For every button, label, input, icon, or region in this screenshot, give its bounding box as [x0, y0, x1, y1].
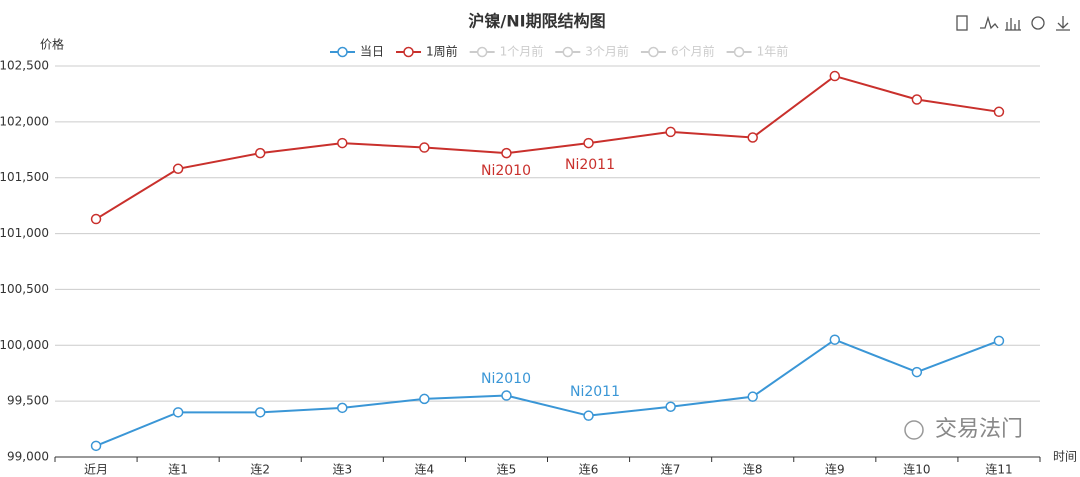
save-button[interactable]	[1056, 16, 1070, 31]
annotation: Ni2010	[481, 163, 531, 179]
data-point	[90, 213, 102, 225]
legend-label: 1周前	[426, 44, 458, 59]
series-line	[95, 338, 1000, 447]
legend-marker	[337, 46, 348, 58]
annotation: Ni2011	[565, 157, 615, 173]
toolbox	[956, 15, 1070, 31]
x-tick-label: 连1	[168, 462, 188, 477]
data-point	[419, 393, 430, 405]
x-tick-label: 连10	[903, 462, 930, 477]
y-tick-label: 102,500	[0, 59, 49, 73]
legend-item[interactable]: 1年前	[726, 44, 789, 59]
legend-marker	[476, 46, 488, 58]
line-chart-button[interactable]	[980, 15, 999, 30]
data-point	[829, 70, 841, 82]
data-point	[911, 366, 923, 378]
legend-item[interactable]: 1个月前	[469, 44, 544, 59]
y-tick-label: 102,000	[0, 114, 49, 128]
legend-item[interactable]: 1周前	[396, 44, 458, 59]
x-tick-label: 连7	[661, 462, 681, 477]
legend-marker	[403, 46, 414, 58]
chart-title: 沪镍/NI期限结构图	[468, 12, 605, 31]
watermark: 交易法门	[935, 417, 1023, 442]
data-view-button[interactable]	[956, 15, 968, 31]
y-tick-label: 99,000	[7, 450, 49, 464]
data-point	[337, 137, 348, 149]
legend-marker	[733, 46, 745, 58]
y-tick-label: 101,500	[0, 170, 49, 184]
data-point	[911, 94, 923, 105]
series-line	[95, 74, 1000, 220]
x-tick-label: 连11	[985, 462, 1012, 477]
x-tick-label: 连2	[250, 462, 270, 477]
x-tick-label: 连3	[332, 462, 352, 477]
watermark-logo: 交易法门	[904, 417, 1023, 442]
y-tick-label: 100,000	[0, 338, 49, 352]
x-tick-label: 连9	[825, 462, 845, 477]
restore-button[interactable]	[1031, 16, 1045, 30]
data-point	[993, 335, 1005, 347]
data-point	[254, 147, 266, 159]
legend-label: 6个月前	[671, 44, 715, 59]
legend-label: 1个月前	[500, 44, 544, 59]
data-point	[172, 407, 184, 418]
data-point	[665, 401, 676, 412]
legend-marker	[648, 46, 659, 58]
data-point	[501, 390, 512, 401]
annotation: Ni2011	[570, 384, 620, 400]
x-tick-label: 连8	[743, 462, 763, 477]
data-point	[665, 126, 676, 138]
x-tick-label: 连6	[579, 462, 599, 477]
legend-item[interactable]: 6个月前	[640, 44, 715, 59]
data-point	[90, 440, 102, 452]
data-point	[254, 407, 266, 418]
legend-label: 当日	[360, 45, 384, 59]
data-point	[829, 334, 841, 345]
x-tick-label: 连5	[497, 462, 517, 477]
bar-chart-button[interactable]	[1005, 18, 1021, 31]
x-tick-label: 近月	[84, 463, 108, 477]
annotation: Ni2010	[481, 371, 531, 387]
data-point	[172, 163, 184, 175]
data-point	[747, 132, 758, 143]
y-tick-label: 100,500	[0, 282, 49, 296]
legend-item[interactable]: 当日	[330, 45, 384, 59]
x-tick-label: 连4	[415, 462, 435, 477]
data-point	[993, 106, 1005, 118]
data-point	[583, 410, 594, 421]
legend-label: 1年前	[757, 44, 789, 59]
data-point	[337, 402, 348, 414]
data-point	[419, 142, 430, 153]
x-axis-label: 时间	[1053, 450, 1077, 464]
legend-item[interactable]: 3个月前	[555, 44, 629, 59]
data-point	[583, 137, 594, 149]
data-point	[747, 391, 758, 402]
data-point	[501, 147, 512, 159]
y-tick-label: 101,000	[0, 226, 49, 240]
legend-label: 3个月前	[585, 44, 629, 59]
legend-marker	[562, 46, 574, 58]
y-tick-label: 99,500	[7, 394, 49, 408]
y-axis-label: 价格	[40, 37, 64, 52]
